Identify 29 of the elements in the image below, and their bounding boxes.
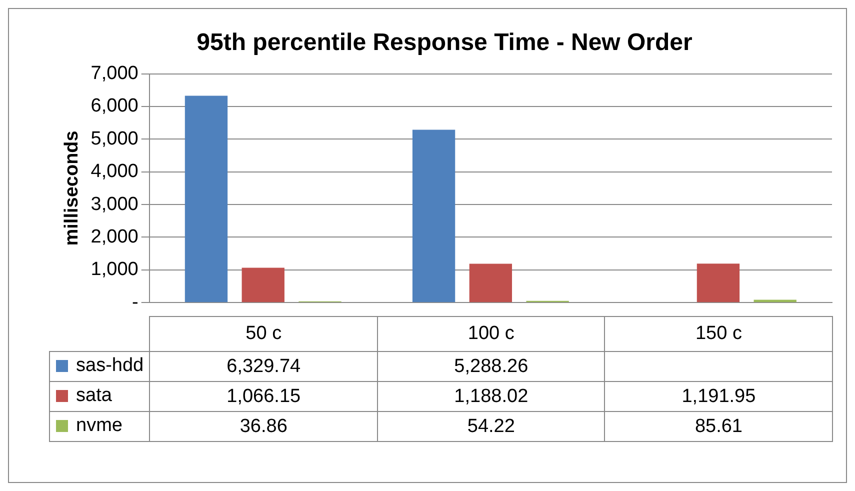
legend-label: sata (76, 385, 112, 406)
data-label: 36.86 (150, 412, 378, 442)
data-label: 85.61 (604, 412, 832, 442)
y-tick-label: 1,000 (90, 259, 138, 280)
x-tick-label: 50 c (150, 316, 378, 352)
y-tick-label: 2,000 (90, 226, 138, 248)
y-tick-label: 4,000 (90, 161, 138, 182)
y-tick-label: 6,000 (90, 96, 138, 117)
data-label: 54.22 (377, 412, 605, 442)
y-axis-title: milliseconds (62, 130, 83, 246)
data-label: 1,188.02 (377, 382, 605, 412)
bar (469, 264, 512, 302)
y-tick-label: 5,000 (90, 128, 138, 150)
bar (412, 130, 456, 302)
legend-label: sas-hdd (76, 355, 144, 376)
data-label: 1,066.15 (150, 382, 378, 412)
legend-label: nvme (76, 415, 122, 436)
bar (696, 264, 740, 302)
y-tick-label: - (132, 292, 138, 313)
bar (184, 96, 228, 302)
x-tick-label: 150 c (604, 316, 832, 352)
y-tick-label: 7,000 (90, 63, 138, 84)
x-tick-label: 100 c (377, 316, 605, 352)
y-tick-label: 3,000 (90, 194, 138, 215)
data-label: 5,288.26 (377, 352, 605, 382)
bar (242, 268, 284, 302)
data-label: 1,191.95 (604, 382, 832, 412)
data-label: 6,329.74 (150, 352, 378, 382)
chart-title: 95th percentile Response Time - New Order (196, 29, 692, 56)
